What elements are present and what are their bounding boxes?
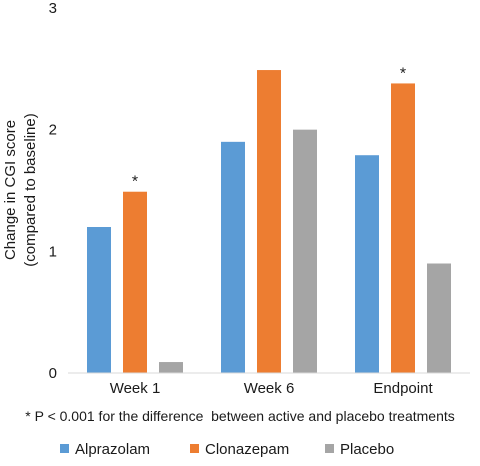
x-tick-label: Endpoint [373, 380, 433, 397]
x-tick-label: Week 1 [110, 380, 161, 397]
x-axis-labels: Week 1 Week 6 Endpoint [110, 380, 434, 397]
bar [391, 83, 415, 373]
legend-item: Placebo [325, 441, 394, 458]
y-tick-label: 2 [49, 122, 57, 139]
bar [427, 263, 451, 373]
y-axis-title-line1: Change in CGI score [2, 120, 19, 260]
bar [87, 227, 111, 373]
bar [257, 70, 281, 374]
significance-markers: ** [132, 65, 406, 190]
legend-label: Placebo [340, 441, 394, 458]
legend-item: Alprazolam [60, 441, 150, 458]
bar [159, 362, 183, 373]
significance-marker: * [400, 65, 406, 82]
legend-item: Clonazepam [190, 441, 289, 458]
y-tick-label: 3 [49, 0, 57, 17]
y-tick-label: 1 [49, 243, 57, 260]
legend-swatch [325, 444, 334, 453]
x-tick-label: Week 6 [244, 380, 295, 397]
legend-swatch [190, 444, 199, 453]
bar [355, 155, 379, 373]
legend-swatch [60, 444, 69, 453]
footnote: * P < 0.001 for the difference between a… [25, 408, 455, 424]
legend-label: Clonazepam [205, 441, 289, 458]
legend: Alprazolam Clonazepam Placebo [60, 441, 394, 458]
bar [293, 129, 317, 373]
bars [87, 70, 451, 374]
significance-marker: * [132, 174, 138, 191]
y-axis-ticks: 0 1 2 3 [49, 0, 57, 382]
bar [123, 191, 147, 373]
y-axis-title: Change in CGI score (compared to baselin… [2, 113, 39, 266]
legend-label: Alprazolam [75, 441, 150, 458]
y-tick-label: 0 [49, 365, 57, 382]
bar [221, 141, 245, 373]
y-axis-title-line2: (compared to baseline) [22, 113, 39, 266]
